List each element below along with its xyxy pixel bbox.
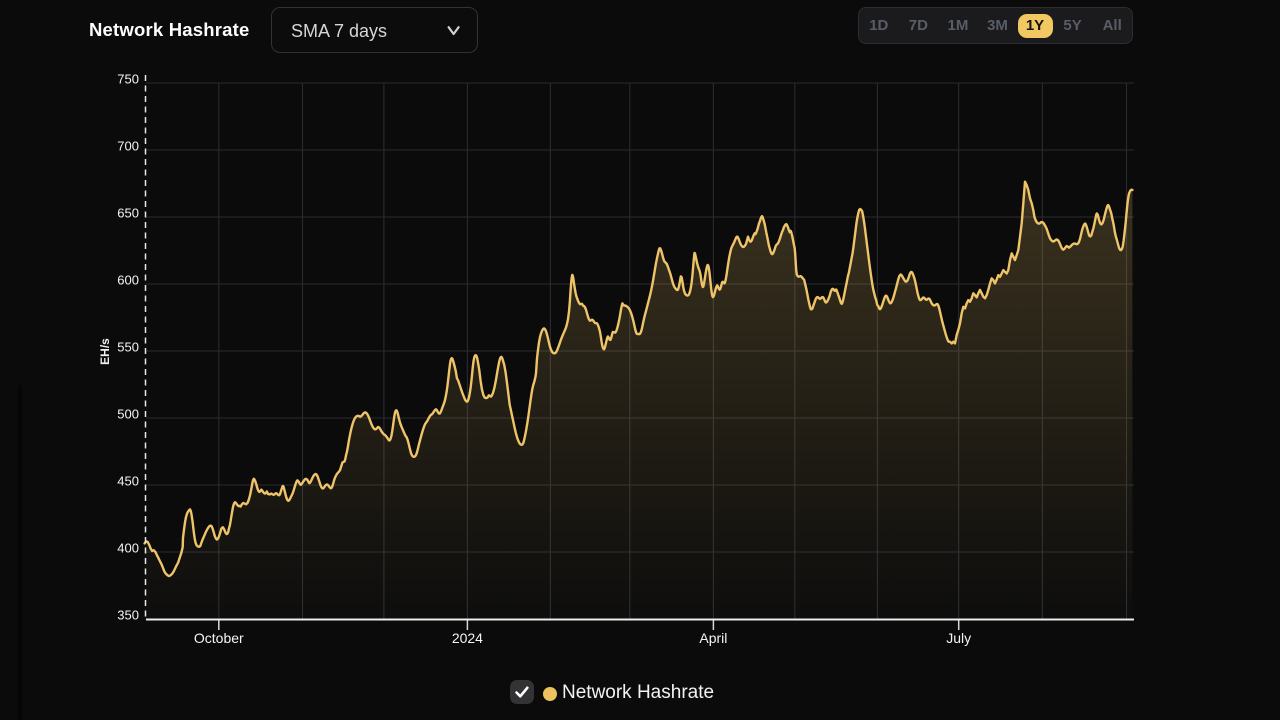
- svg-text:600: 600: [117, 273, 139, 288]
- svg-text:750: 750: [117, 72, 139, 87]
- svg-text:July: July: [946, 630, 971, 646]
- svg-text:October: October: [194, 630, 244, 646]
- svg-text:2024: 2024: [452, 630, 483, 646]
- svg-text:650: 650: [117, 206, 139, 221]
- svg-text:450: 450: [117, 474, 139, 489]
- svg-text:April: April: [699, 630, 727, 646]
- svg-text:700: 700: [117, 139, 139, 154]
- svg-text:EH/s: EH/s: [98, 338, 112, 365]
- svg-text:550: 550: [117, 340, 139, 355]
- svg-text:400: 400: [117, 541, 139, 556]
- svg-text:350: 350: [117, 608, 139, 623]
- svg-text:500: 500: [117, 407, 139, 422]
